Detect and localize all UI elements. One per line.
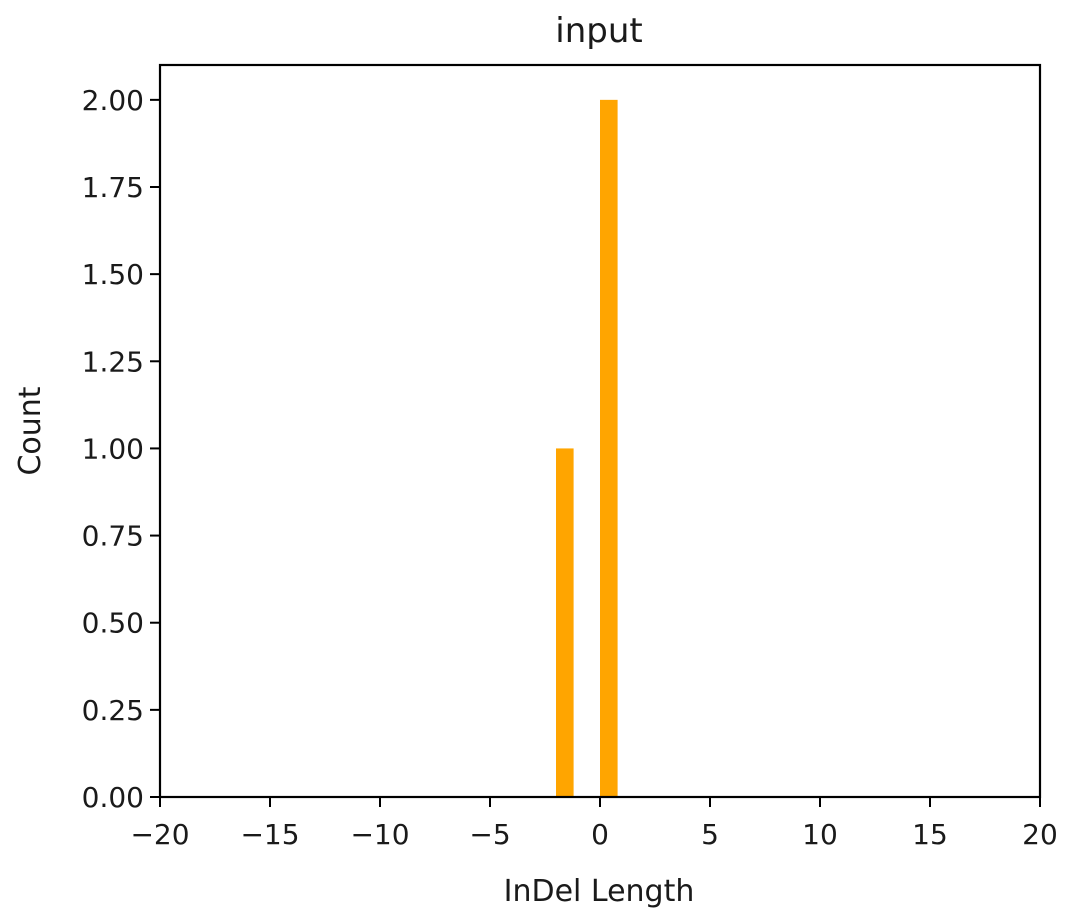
- x-tick-label: 20: [1022, 818, 1058, 851]
- y-tick-label: 0.50: [82, 607, 144, 640]
- y-tick-label: 0.00: [82, 781, 144, 814]
- x-tick-label: −5: [469, 818, 510, 851]
- x-tick-label: 5: [701, 818, 719, 851]
- y-tick-label: 0.25: [82, 694, 144, 727]
- x-axis-label: InDel Length: [504, 874, 695, 909]
- x-axis: −20 −15 −10 −5 0 5 10 15 20: [130, 797, 1058, 851]
- y-tick-label: 1.50: [82, 258, 144, 291]
- y-tick-label: 1.25: [82, 345, 144, 378]
- x-tick-label: −20: [130, 818, 189, 851]
- bar-1: [600, 99, 618, 798]
- x-tick-label: −15: [240, 818, 299, 851]
- y-tick-label: 0.75: [82, 520, 144, 553]
- x-tick-label: −10: [350, 818, 409, 851]
- y-axis-label: Count: [13, 386, 48, 475]
- x-tick-label: 0: [591, 818, 609, 851]
- bars-layer: [556, 99, 618, 798]
- x-tick-label: 10: [802, 818, 838, 851]
- y-axis: 0.00 0.25 0.50 0.75 1.00 1.25 1.50 1.75 2.00: [82, 84, 160, 814]
- y-tick-label: 1.00: [82, 432, 144, 465]
- y-tick-label: 2.00: [82, 84, 144, 117]
- bar-0: [556, 448, 574, 797]
- x-tick-label: 15: [912, 818, 948, 851]
- y-tick-label: 1.75: [82, 171, 144, 204]
- chart-title: input: [555, 11, 642, 51]
